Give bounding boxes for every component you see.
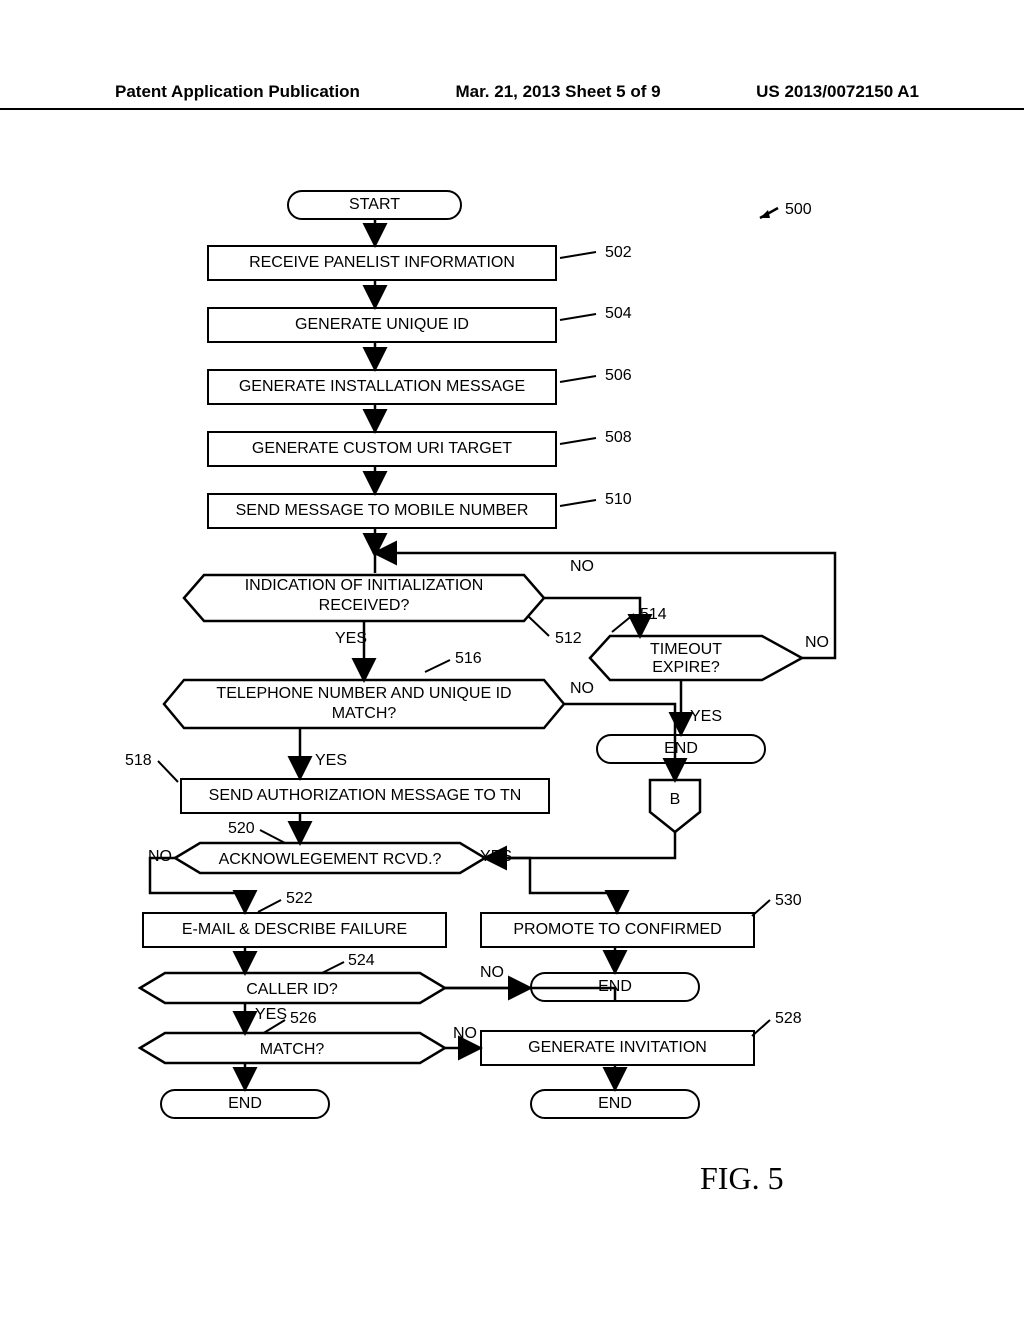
node-512-label-1: INDICATION OF INITIALIZATION — [245, 577, 484, 594]
node-528: GENERATE INVITATION — [480, 1030, 755, 1066]
figure-label-text: FIG. 5 — [700, 1160, 784, 1196]
ref-506: 506 — [605, 367, 632, 385]
lbl-524-yes: YES — [255, 1006, 287, 1024]
ref-520: 520 — [228, 820, 255, 838]
lbl-514-no: NO — [805, 634, 829, 652]
lbl-516-yes: YES — [315, 752, 347, 770]
node-b-label: B — [670, 791, 681, 808]
ref-524: 524 — [348, 952, 375, 970]
ref-512: 512 — [555, 630, 582, 648]
node-504: GENERATE UNIQUE ID — [207, 307, 557, 343]
node-506-label: GENERATE INSTALLATION MESSAGE — [239, 378, 525, 396]
node-514-label-2: EXPIRE? — [652, 659, 720, 676]
header-left: Patent Application Publication — [115, 82, 360, 102]
node-end-1-label: END — [664, 740, 698, 758]
lbl-520-yes: YES — [480, 848, 512, 866]
ref-516: 516 — [455, 650, 482, 668]
node-516-label-1: TELEPHONE NUMBER AND UNIQUE ID — [216, 685, 511, 702]
node-530-label: PROMOTE TO CONFIRMED — [513, 921, 721, 939]
lbl-520-no: NO — [148, 848, 172, 866]
lbl-524-no: NO — [480, 964, 504, 982]
ref-526: 526 — [290, 1010, 317, 1028]
lbl-514-yes: YES — [690, 708, 722, 726]
node-518: SEND AUTHORIZATION MESSAGE TO TN — [180, 778, 550, 814]
ref-504: 504 — [605, 305, 632, 323]
node-502: RECEIVE PANELIST INFORMATION — [207, 245, 557, 281]
node-530: PROMOTE TO CONFIRMED — [480, 912, 755, 948]
node-528-label: GENERATE INVITATION — [528, 1039, 707, 1057]
header-row: Patent Application Publication Mar. 21, … — [0, 82, 1024, 102]
lbl-512-no: NO — [570, 558, 594, 576]
node-end-3: END — [160, 1089, 330, 1119]
node-end-3-label: END — [228, 1095, 262, 1113]
ref-508: 508 — [605, 429, 632, 447]
flowchart-svg: INDICATION OF INITIALIZATION RECEIVED? T… — [0, 0, 1024, 1320]
node-512-label-2: RECEIVED? — [319, 597, 410, 614]
ref-502: 502 — [605, 244, 632, 262]
node-510-label: SEND MESSAGE TO MOBILE NUMBER — [236, 502, 529, 520]
lbl-526-no: NO — [453, 1025, 477, 1043]
header-center: Mar. 21, 2013 Sheet 5 of 9 — [456, 82, 661, 102]
header-right: US 2013/0072150 A1 — [756, 82, 919, 102]
ref-522: 522 — [286, 890, 313, 908]
node-522-label: E-MAIL & DESCRIBE FAILURE — [182, 921, 407, 939]
node-514-label-1: TIMEOUT — [650, 641, 722, 658]
node-524-label: CALLER ID? — [246, 981, 338, 998]
lbl-512-yes: YES — [335, 630, 367, 648]
node-518-label: SEND AUTHORIZATION MESSAGE TO TN — [209, 787, 522, 805]
node-end-4-label: END — [598, 1095, 632, 1113]
node-end-2: END — [530, 972, 700, 1002]
node-506: GENERATE INSTALLATION MESSAGE — [207, 369, 557, 405]
node-start: START — [287, 190, 462, 220]
figure-label: FIG. 5 — [700, 1160, 784, 1197]
ref-518: 518 — [125, 752, 152, 770]
lbl-516-no: NO — [570, 680, 594, 698]
node-516-label-2: MATCH? — [332, 705, 397, 722]
ref-528: 528 — [775, 1010, 802, 1028]
page-header: Patent Application Publication Mar. 21, … — [0, 82, 1024, 110]
ref-500: 500 — [785, 201, 812, 219]
node-510: SEND MESSAGE TO MOBILE NUMBER — [207, 493, 557, 529]
node-504-label: GENERATE UNIQUE ID — [295, 316, 469, 334]
ref-510: 510 — [605, 491, 632, 509]
node-508-label: GENERATE CUSTOM URI TARGET — [252, 440, 512, 458]
page: Patent Application Publication Mar. 21, … — [0, 0, 1024, 1320]
node-end-4: END — [530, 1089, 700, 1119]
node-526-label: MATCH? — [260, 1041, 325, 1058]
node-522: E-MAIL & DESCRIBE FAILURE — [142, 912, 447, 948]
node-start-label: START — [349, 196, 400, 214]
node-520-label: ACKNOWLEGEMENT RCVD.? — [219, 851, 442, 868]
node-502-label: RECEIVE PANELIST INFORMATION — [249, 254, 515, 272]
node-end-2-label: END — [598, 978, 632, 996]
ref-514: 514 — [640, 606, 667, 624]
node-508: GENERATE CUSTOM URI TARGET — [207, 431, 557, 467]
ref-530: 530 — [775, 892, 802, 910]
node-end-1: END — [596, 734, 766, 764]
